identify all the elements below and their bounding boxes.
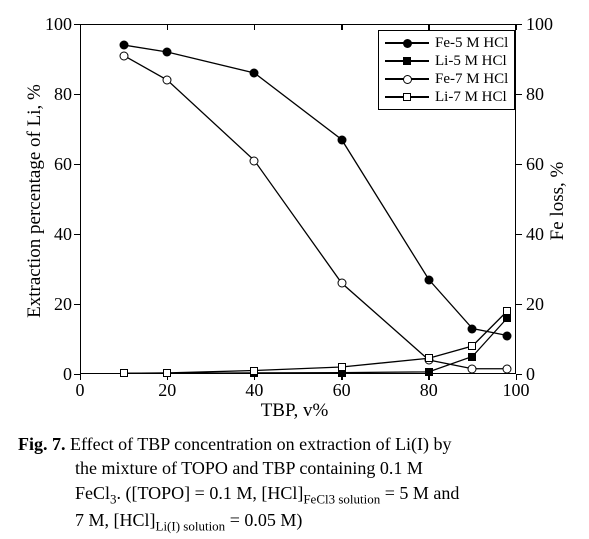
- x-axis-label: TBP, v%: [10, 400, 579, 422]
- caption-line2: the mixture of TOPO and TBP containing 0…: [18, 456, 571, 480]
- x-tick-label: 40: [239, 380, 269, 401]
- chart-container: Extraction percentage of Li, % Fe loss, …: [10, 10, 579, 420]
- data-point: [503, 364, 512, 373]
- fig-number: Fig. 7.: [18, 434, 66, 454]
- data-point: [503, 307, 511, 315]
- y-tick-label-right: 60: [526, 154, 544, 175]
- x-tick-label: 20: [152, 380, 182, 401]
- data-point: [250, 367, 258, 375]
- data-point: [250, 69, 259, 78]
- data-point: [503, 314, 511, 322]
- y-tick-label-left: 80: [54, 84, 72, 105]
- data-point: [468, 353, 476, 361]
- legend-item: Fe-5 M HCl: [385, 34, 508, 52]
- y-tick-label-right: 20: [526, 294, 544, 315]
- caption-l4a: 7 M, [HCl]: [75, 510, 156, 530]
- circle-filled-icon: [403, 39, 412, 48]
- caption-line1: Effect of TBP concentration on extractio…: [70, 434, 452, 454]
- data-point: [120, 369, 128, 377]
- legend-item: Fe-7 M HCl: [385, 70, 508, 88]
- caption-l4s1: Li(I) solution: [156, 518, 226, 533]
- caption-l3c: = 5 M and: [380, 483, 459, 503]
- y-tick-label-left: 20: [54, 294, 72, 315]
- data-point: [424, 275, 433, 284]
- square-open-icon: [403, 93, 411, 101]
- square-filled-icon: [403, 57, 411, 65]
- legend-item: Li-7 M HCl: [385, 88, 508, 106]
- data-point: [119, 41, 128, 50]
- caption-l3s1: FeCl3 solution: [303, 491, 380, 506]
- data-point: [425, 354, 433, 362]
- y-tick-label-left: 100: [45, 14, 72, 35]
- data-point: [425, 368, 433, 376]
- legend-label: Fe-7 M HCl: [435, 71, 508, 88]
- data-point: [468, 342, 476, 350]
- data-point: [503, 331, 512, 340]
- data-point: [119, 51, 128, 60]
- y-tick-label-right: 80: [526, 84, 544, 105]
- data-point: [250, 156, 259, 165]
- legend-label: Li-7 M HCl: [435, 89, 507, 106]
- data-point: [337, 279, 346, 288]
- figure-caption: Fig. 7. Effect of TBP concentration on e…: [18, 432, 571, 535]
- legend-label: Li-5 M HCl: [435, 53, 507, 70]
- data-point: [468, 324, 477, 333]
- legend: Fe-5 M HClLi-5 M HClFe-7 M HClLi-7 M HCl: [378, 30, 515, 110]
- y-axis-right-label: Fe loss, %: [547, 71, 569, 331]
- data-point: [163, 48, 172, 57]
- data-point: [338, 363, 346, 371]
- x-tick-label: 80: [414, 380, 444, 401]
- caption-l3a: FeCl: [75, 483, 110, 503]
- circle-open-icon: [403, 75, 412, 84]
- data-point: [337, 135, 346, 144]
- legend-item: Li-5 M HCl: [385, 52, 508, 70]
- data-point: [163, 76, 172, 85]
- legend-label: Fe-5 M HCl: [435, 35, 508, 52]
- caption-l4b: = 0.05 M): [225, 510, 302, 530]
- data-point: [468, 364, 477, 373]
- y-tick-label-right: 100: [526, 14, 553, 35]
- data-point: [163, 369, 171, 377]
- y-tick-label-left: 40: [54, 224, 72, 245]
- y-tick-label-left: 0: [63, 364, 72, 385]
- caption-l3b: . ([TOPO] = 0.1 M, [HCl]: [117, 483, 304, 503]
- y-axis-left-label: Extraction percentage of Li, %: [24, 71, 46, 331]
- y-tick-label-left: 60: [54, 154, 72, 175]
- x-tick-label: 60: [327, 380, 357, 401]
- y-tick-label-right: 0: [526, 364, 535, 385]
- y-tick-label-right: 40: [526, 224, 544, 245]
